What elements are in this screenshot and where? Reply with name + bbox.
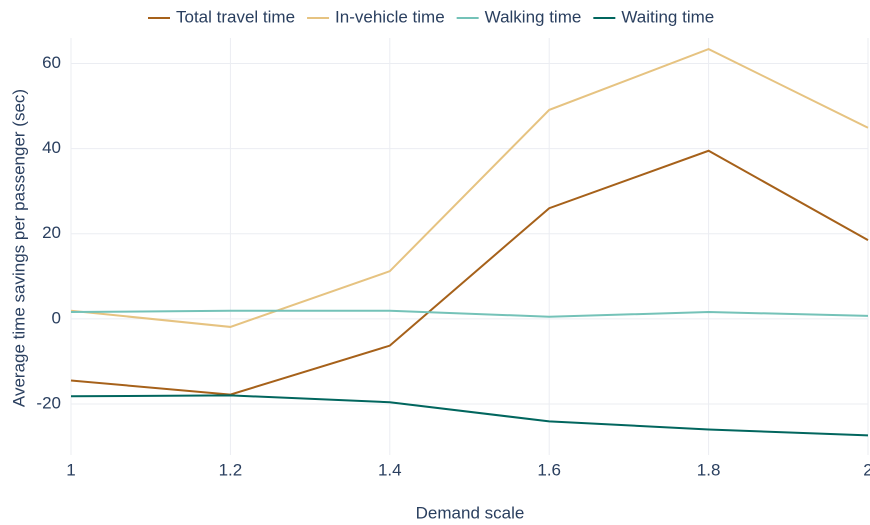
x-tick-label: 1.4 xyxy=(378,460,402,479)
y-axis-title: Average time savings per passenger (sec) xyxy=(9,89,28,407)
y-tick-label: 20 xyxy=(42,223,61,242)
y-tick-label: 40 xyxy=(42,138,61,157)
x-tick-label: 1.6 xyxy=(537,460,561,479)
legend-label: Waiting time xyxy=(621,7,714,26)
x-axis-title: Demand scale xyxy=(416,503,525,522)
x-tick-label: 1.8 xyxy=(697,460,721,479)
x-tick-label: 1 xyxy=(66,460,75,479)
x-tick-label: 1.2 xyxy=(219,460,243,479)
y-tick-label: 0 xyxy=(52,308,61,327)
legend-label: Total travel time xyxy=(176,7,295,26)
series-line xyxy=(70,309,869,318)
x-tick-label: 2 xyxy=(863,460,870,479)
series-line xyxy=(70,394,869,437)
y-tick-label: -20 xyxy=(36,393,61,412)
series-line xyxy=(70,149,869,396)
series-line xyxy=(70,47,869,328)
legend-label: Walking time xyxy=(485,7,582,26)
legend-label: In-vehicle time xyxy=(335,7,445,26)
y-tick-label: 60 xyxy=(42,53,61,72)
